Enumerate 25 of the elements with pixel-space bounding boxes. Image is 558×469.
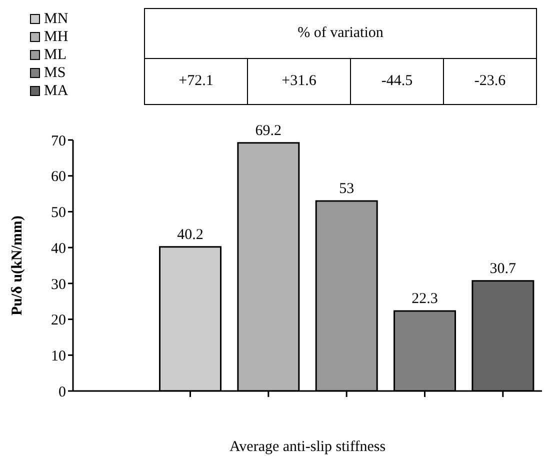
text: -23.6 <box>443 58 536 104</box>
text: +72.1 <box>144 58 248 104</box>
y-tick-label: 20 <box>51 312 66 329</box>
x-axis-title: Average anti-slip stiffness <box>229 439 386 455</box>
y-tick-label: 70 <box>51 133 66 150</box>
y-tick-label: 30 <box>51 276 66 293</box>
legend-label: MS <box>44 64 66 82</box>
y-axis-title: Pu/δ u(kN/mm) <box>9 216 26 316</box>
text: % of variation <box>144 8 536 58</box>
legend-label: MH <box>44 28 68 46</box>
y-tick-label: 0 <box>58 384 66 400</box>
y-tick-label: 10 <box>51 348 66 364</box>
legend-label: ML <box>44 46 66 64</box>
text: -44.5 <box>350 58 444 104</box>
text: +31.6 <box>248 58 350 104</box>
y-tick-label: 60 <box>51 169 66 186</box>
data-label: 69.2 <box>255 122 282 139</box>
data-label: 22.3 <box>412 291 438 308</box>
legend-label: MA <box>44 82 68 100</box>
legend-label: MN <box>44 10 68 28</box>
data-label: 40.2 <box>177 226 204 243</box>
data-label: 53 <box>339 180 354 197</box>
y-tick-label: 50 <box>51 205 66 222</box>
y-tick-label: 40 <box>51 240 66 257</box>
data-label: 30.7 <box>490 260 517 277</box>
